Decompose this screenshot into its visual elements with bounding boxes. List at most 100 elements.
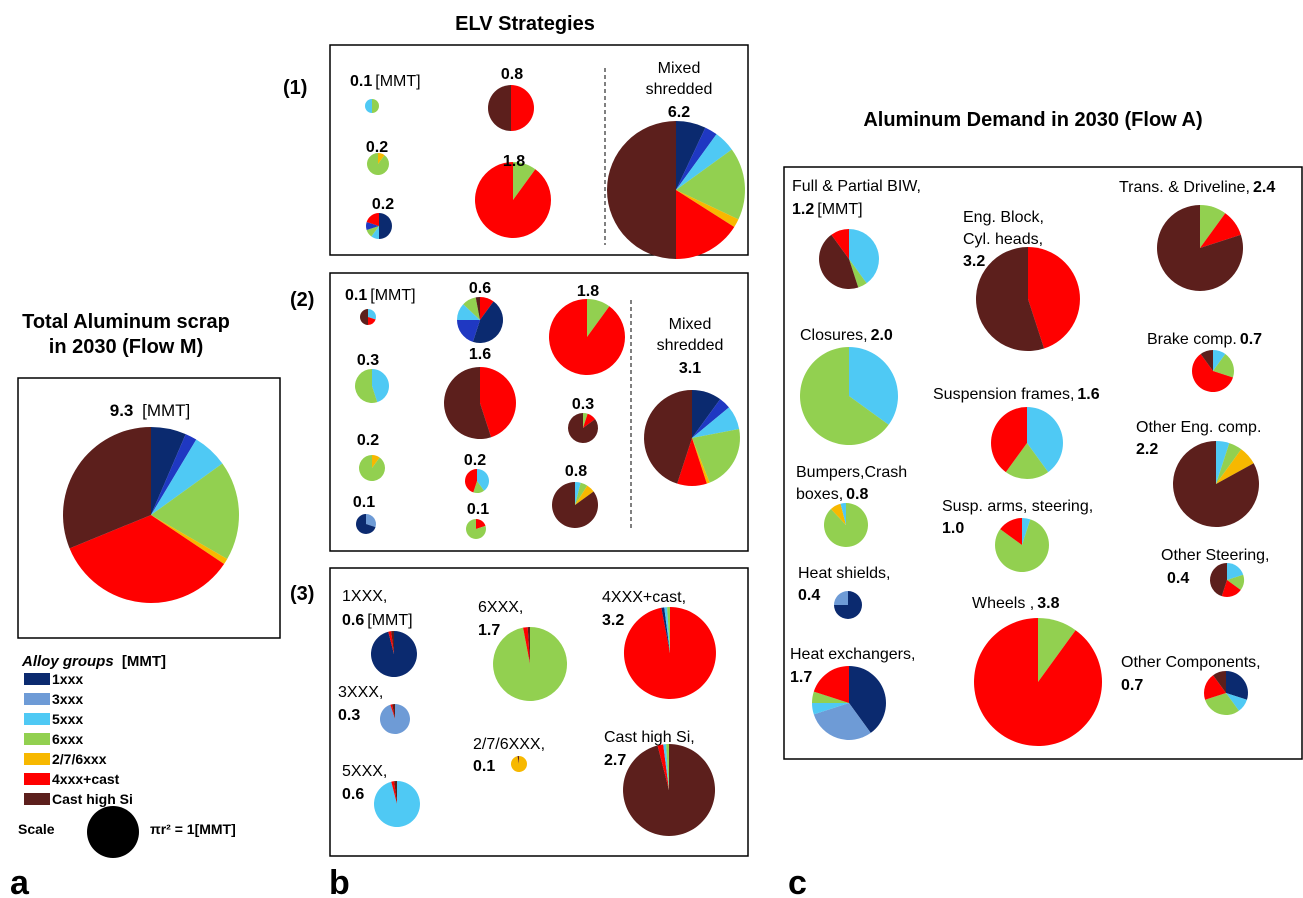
pie-s3-6xxx xyxy=(493,626,568,701)
pie-slice-cast-high-si xyxy=(552,482,599,528)
label-5xxx-value: 0.6 xyxy=(342,786,364,803)
pie-slice-6xxx xyxy=(666,744,669,790)
label-biw-value: 1.2 [MMT] xyxy=(792,201,863,218)
label-1xxx-name: 1XXX, xyxy=(342,588,387,605)
legend-swatch xyxy=(24,773,50,785)
pie-slice-6xxx xyxy=(1227,574,1244,590)
pie-slice-1xxx xyxy=(661,607,670,653)
legend: 1xxx 3xxx 5xxx 6xxx 2/7/6xxx 4xxx+cast Cast hi… xyxy=(24,671,133,807)
pie-slice-1xxx xyxy=(472,301,503,343)
panel-a-total-unit: [MMT] xyxy=(142,401,190,420)
label-4xxx-name: 4XXX+cast, xyxy=(602,589,686,606)
pie-slice-6xxx xyxy=(995,519,1050,573)
mixed-label-2b: shredded xyxy=(657,337,724,354)
pie-slice-5xxx xyxy=(676,134,732,190)
label-biw-name: Full & Partial BIW, xyxy=(792,178,921,195)
panel-c-title: Aluminum Demand in 2030 (Flow A) xyxy=(863,109,1202,131)
pie-slice-cast-high-si xyxy=(475,297,480,320)
legend-title-unit: [MMT] xyxy=(122,653,166,670)
label-heatshields-name: Heat shields, xyxy=(798,565,891,582)
panel-a-frame xyxy=(17,377,281,639)
pie-label-s2-h: 0.1 xyxy=(467,501,489,518)
pie-slice-cast-high-si xyxy=(1173,441,1260,527)
pie-slice-2-7-6xxx xyxy=(372,454,380,468)
strategy-3-label: (3) xyxy=(290,583,314,605)
pie-slice-6xxx xyxy=(1038,618,1076,682)
label-3xxx-value: 0.3 xyxy=(338,707,360,724)
label-othereng-name: Other Eng. comp. xyxy=(1136,419,1261,436)
label-othercomp-name: Other Components, xyxy=(1121,654,1261,671)
label-276-value: 0.1 xyxy=(473,758,495,775)
mixed-value-2: 3.1 xyxy=(679,360,701,377)
legend-swatch xyxy=(24,673,50,685)
pie-slice-5xxx xyxy=(849,229,879,284)
label-othercomp-value: 0.7 xyxy=(1121,677,1143,694)
pie-slice-2-7-6xxx xyxy=(151,515,228,565)
pie-slice-5xxx xyxy=(812,703,849,715)
label-part: Closures, xyxy=(800,327,868,344)
pie-slice-6xxx xyxy=(366,226,379,237)
label-part: 0.6 xyxy=(342,612,364,629)
panel-b-title: ELV Strategies xyxy=(455,13,595,35)
pie-slice-cast-high-si xyxy=(517,756,519,764)
pie-slice-4xxx-cast xyxy=(974,618,1103,746)
pie-slice-5xxx xyxy=(849,347,898,425)
label-engblock-name1: Eng. Block, xyxy=(963,209,1044,226)
panel-c-frame xyxy=(783,166,1303,760)
pie-slice-5xxx xyxy=(477,469,489,491)
pie-slice-6xxx xyxy=(473,481,485,493)
pie-slice-6xxx xyxy=(812,691,849,703)
label-part: 1.6 xyxy=(1077,386,1099,403)
pie-s2-a xyxy=(360,309,377,325)
pie-slice-cast-high-si xyxy=(391,631,394,654)
pie-slice-5xxx xyxy=(1226,693,1247,711)
pie-slice-4xxx-cast xyxy=(813,666,849,703)
pie-slice-6xxx xyxy=(1005,443,1049,479)
pie-slice-4xxx-cast xyxy=(480,367,517,438)
pie-slice-1xxx xyxy=(370,631,417,677)
pie-label-s2-g: 0.2 xyxy=(464,452,486,469)
pie-slice-1xxx xyxy=(692,390,721,438)
pie-slice-cast-high-si xyxy=(527,626,530,664)
pie-c-trans xyxy=(1157,205,1244,291)
pie-slice-5xxx xyxy=(692,407,740,438)
legend-swatch xyxy=(24,753,50,765)
pie-slice-cast-high-si xyxy=(1209,562,1227,597)
pie-slice-6xxx xyxy=(692,429,740,483)
label-brake: Brake comp. 0.7 xyxy=(1147,331,1262,348)
panel-a: Total Aluminum scrap in 2030 (Flow M) 9.… xyxy=(10,311,281,898)
pie-slice-5xxx xyxy=(1022,518,1031,545)
label-engblock-name2: Cyl. heads, xyxy=(963,231,1043,248)
strategy-2-label: (2) xyxy=(290,289,314,311)
pie-slice-2-7-6xxx xyxy=(1216,449,1254,484)
pie-s3-1xxx xyxy=(370,631,417,677)
pie-slice-cast-high-si xyxy=(1157,205,1244,291)
pie-label-s1-b: 0.2 xyxy=(366,139,388,156)
pie-slice-1xxx xyxy=(355,514,376,535)
pie-s3-5xxx xyxy=(373,781,420,827)
legend-item: Cast high Si xyxy=(52,791,133,807)
pie-s2-f xyxy=(444,367,517,440)
pie-slice-6xxx xyxy=(583,413,588,428)
legend-title-italic: Alloy groups xyxy=(21,653,114,670)
pie-slice-5xxx xyxy=(457,304,480,320)
pie-slice-cast-high-si xyxy=(1213,671,1226,693)
pie-slice-4xxx-cast xyxy=(390,704,395,719)
pie-s1-d xyxy=(488,85,534,131)
pie-slice-2-7-6xxx xyxy=(676,190,739,227)
demand-labels: Full & Partial BIW, 1.2 [MMT] Closures, 2.0 B… xyxy=(790,178,1275,694)
label-othereng-value: 2.2 xyxy=(1136,441,1158,458)
pie-slice-1xxx xyxy=(1226,671,1248,700)
panel-a-title-line1: Total Aluminum scrap xyxy=(22,311,230,333)
pie-slice-3xxx xyxy=(834,591,848,605)
label-engblock-value: 3.2 xyxy=(963,253,985,270)
pie-slice-6xxx xyxy=(355,369,378,404)
panel-a-title-line2: in 2030 (Flow M) xyxy=(49,336,203,358)
pie-slice-2-7-6xxx xyxy=(575,485,594,505)
pie-label-s1-d: 0.8 xyxy=(501,66,523,83)
pie-slice-5xxx xyxy=(1213,350,1226,371)
label-susparms-name: Susp. arms, steering, xyxy=(942,498,1093,515)
label-part: Brake comp. xyxy=(1147,331,1237,348)
pie-slice-6xxx xyxy=(359,455,386,481)
pie-slice-4xxx-cast xyxy=(1200,213,1241,248)
